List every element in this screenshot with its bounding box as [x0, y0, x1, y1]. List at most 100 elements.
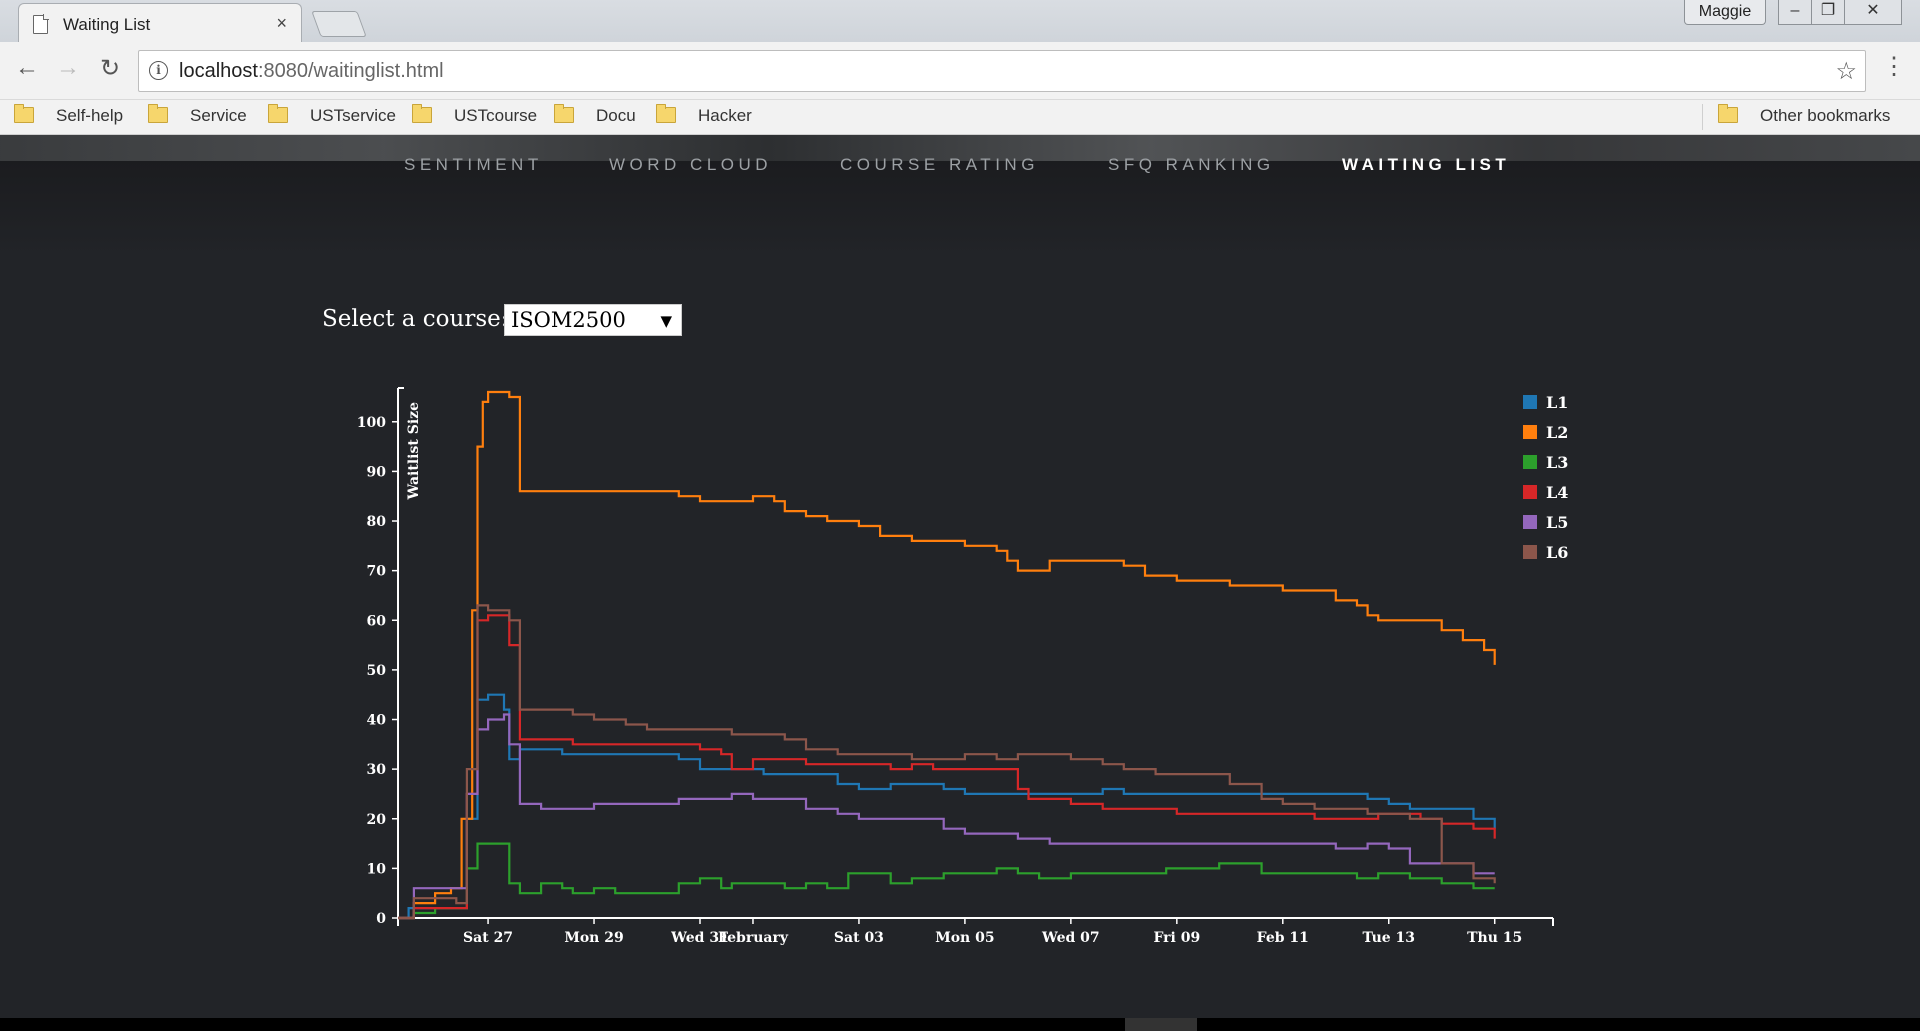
legend-swatch-l2: [1523, 425, 1537, 439]
y-tick-label: 90: [367, 464, 387, 480]
bookmark-label: Docu: [596, 106, 636, 125]
page-body: [0, 135, 1920, 1018]
legend-label-l2: L2: [1546, 423, 1568, 442]
browser-tab[interactable]: Waiting List ×: [18, 3, 302, 44]
y-tick-label: 0: [376, 911, 386, 927]
restore-icon[interactable]: ❐: [1811, 0, 1845, 25]
waitlist-chart: 0 10 20 30 40 50 60 70 80 90 100 Waitlist Size Sat 2…: [357, 387, 1568, 946]
bookmark-label: Self-help: [56, 106, 124, 125]
folder-icon: [412, 104, 432, 123]
y-axis-title: Waitlist Size: [406, 402, 422, 501]
y-tick-label: 80: [367, 514, 387, 530]
main-nav: [0, 161, 1920, 257]
x-tick-label: Feb 11: [1257, 930, 1309, 946]
series-line-l2: [398, 390, 1496, 920]
browser-toolbar: ← → ↻ i localhost:8080/waitinglist.html …: [0, 42, 1920, 100]
legend-swatch-l3: [1523, 455, 1537, 469]
folder-icon: [148, 104, 168, 123]
x-tick-label: Sat 03: [834, 930, 884, 946]
bookmark-docu[interactable]: Docu: [554, 104, 636, 128]
x-tick-label: Tue 13: [1362, 930, 1415, 946]
series-line-l5: [398, 713, 1495, 920]
legend-label-l5: L5: [1546, 513, 1568, 532]
y-tick-label: 10: [367, 861, 387, 877]
legend-label-l6: L6: [1546, 543, 1568, 562]
forward-arrow-icon[interactable]: →: [56, 54, 80, 81]
header-background: [0, 135, 1920, 161]
y-tick-label: 70: [367, 564, 387, 580]
x-tick-label: Mon 05: [935, 930, 994, 946]
y-tick-label: 100: [357, 415, 386, 431]
x-tick-label: Sat 27: [463, 930, 513, 946]
bookmark-label: Hacker: [698, 106, 752, 125]
nav-waiting-list[interactable]: WAITING LIST: [1342, 155, 1511, 174]
browser-titlebar: Waiting List × Maggie – ❐ ✕: [0, 0, 1920, 44]
series-line-l4: [398, 614, 1496, 920]
legend-label-l4: L4: [1546, 483, 1568, 502]
y-tick-label: 30: [367, 762, 387, 778]
folder-icon: [14, 104, 34, 123]
chart-axes: 0 10 20 30 40 50 60 70 80 90 100 Waitlist Size Sat 2…: [357, 387, 1554, 946]
tab-title: Waiting List: [63, 15, 151, 34]
bookmarks-divider: [1702, 104, 1703, 130]
folder-icon: [1718, 104, 1738, 123]
bookmark-service[interactable]: Service: [148, 104, 247, 128]
series-line-l6: [398, 604, 1496, 920]
nav-course-rating[interactable]: COURSE RATING: [840, 155, 1039, 174]
y-tick-label: 40: [367, 713, 387, 729]
course-select-value: ISOM2500: [511, 308, 626, 332]
window-close-icon[interactable]: ✕: [1844, 0, 1902, 25]
tab-close-icon[interactable]: ×: [276, 13, 287, 33]
info-icon[interactable]: i: [149, 61, 168, 80]
dropdown-arrow-icon: ▼: [660, 312, 672, 330]
bookmark-label: Other bookmarks: [1760, 106, 1891, 125]
x-tick-label: Thu 15: [1467, 930, 1522, 946]
page-icon: [33, 15, 48, 34]
folder-icon: [554, 104, 574, 123]
nav-word-cloud[interactable]: WORD CLOUD: [609, 155, 773, 174]
address-url[interactable]: localhost:8080/waitinglist.html: [179, 60, 444, 83]
nav-sentiment[interactable]: SENTIMENT: [404, 155, 543, 174]
bookmark-label: Service: [190, 106, 247, 125]
x-tick-label: Wed 07: [1041, 930, 1100, 946]
chart-legend: L1 L2 L3 L4 L5 L6: [1523, 393, 1568, 562]
x-tick-label: Fri 09: [1153, 930, 1200, 946]
course-select-label: Select a course:: [322, 306, 509, 332]
chart-series: [398, 390, 1496, 920]
x-tick-label: Mon 29: [564, 930, 623, 946]
folder-icon: [268, 104, 288, 123]
bookmark-star-icon[interactable]: ☆: [1835, 58, 1857, 85]
legend-swatch-l5: [1523, 515, 1537, 529]
legend-swatch-l6: [1523, 545, 1537, 559]
minimize-icon[interactable]: –: [1778, 0, 1812, 25]
x-tick-label: February: [718, 930, 789, 946]
browser-menu-icon[interactable]: ⋮: [1882, 53, 1906, 80]
bookmark-ustservice[interactable]: USTservice: [268, 104, 396, 128]
reload-icon[interactable]: ↻: [99, 55, 121, 82]
folder-icon: [656, 104, 676, 123]
x-tick-label: Wed 31: [670, 930, 729, 946]
back-arrow-icon[interactable]: ←: [15, 54, 39, 81]
course-select[interactable]: ISOM2500 ▼: [504, 304, 682, 336]
y-tick-label: 60: [367, 613, 387, 629]
bookmark-label: USTcourse: [454, 106, 538, 125]
bookmark-self-help[interactable]: Self-help: [14, 104, 124, 128]
os-taskbar: [0, 1018, 1920, 1031]
profile-button[interactable]: Maggie: [1684, 0, 1766, 25]
series-line-l1: [398, 693, 1496, 920]
y-tick-label: 20: [367, 812, 387, 828]
legend-label-l1: L1: [1546, 393, 1568, 412]
bookmark-ustcourse[interactable]: USTcourse: [412, 104, 538, 128]
bookmarks-bar: Self-help Service USTservice USTcourse D…: [0, 100, 1920, 135]
url-host: localhost: [179, 60, 258, 82]
bookmark-label: USTservice: [310, 106, 396, 125]
taskbar-button[interactable]: [1125, 1018, 1197, 1031]
legend-swatch-l4: [1523, 485, 1537, 499]
series-line-l3: [398, 842, 1495, 920]
new-tab-button[interactable]: [311, 11, 367, 37]
bookmark-hacker[interactable]: Hacker: [656, 104, 752, 128]
address-bar[interactable]: i localhost:8080/waitinglist.html ☆: [138, 50, 1866, 92]
nav-sfq-ranking[interactable]: SFQ RANKING: [1108, 155, 1275, 174]
other-bookmarks[interactable]: Other bookmarks: [1718, 104, 1891, 128]
legend-swatch-l1: [1523, 395, 1537, 409]
